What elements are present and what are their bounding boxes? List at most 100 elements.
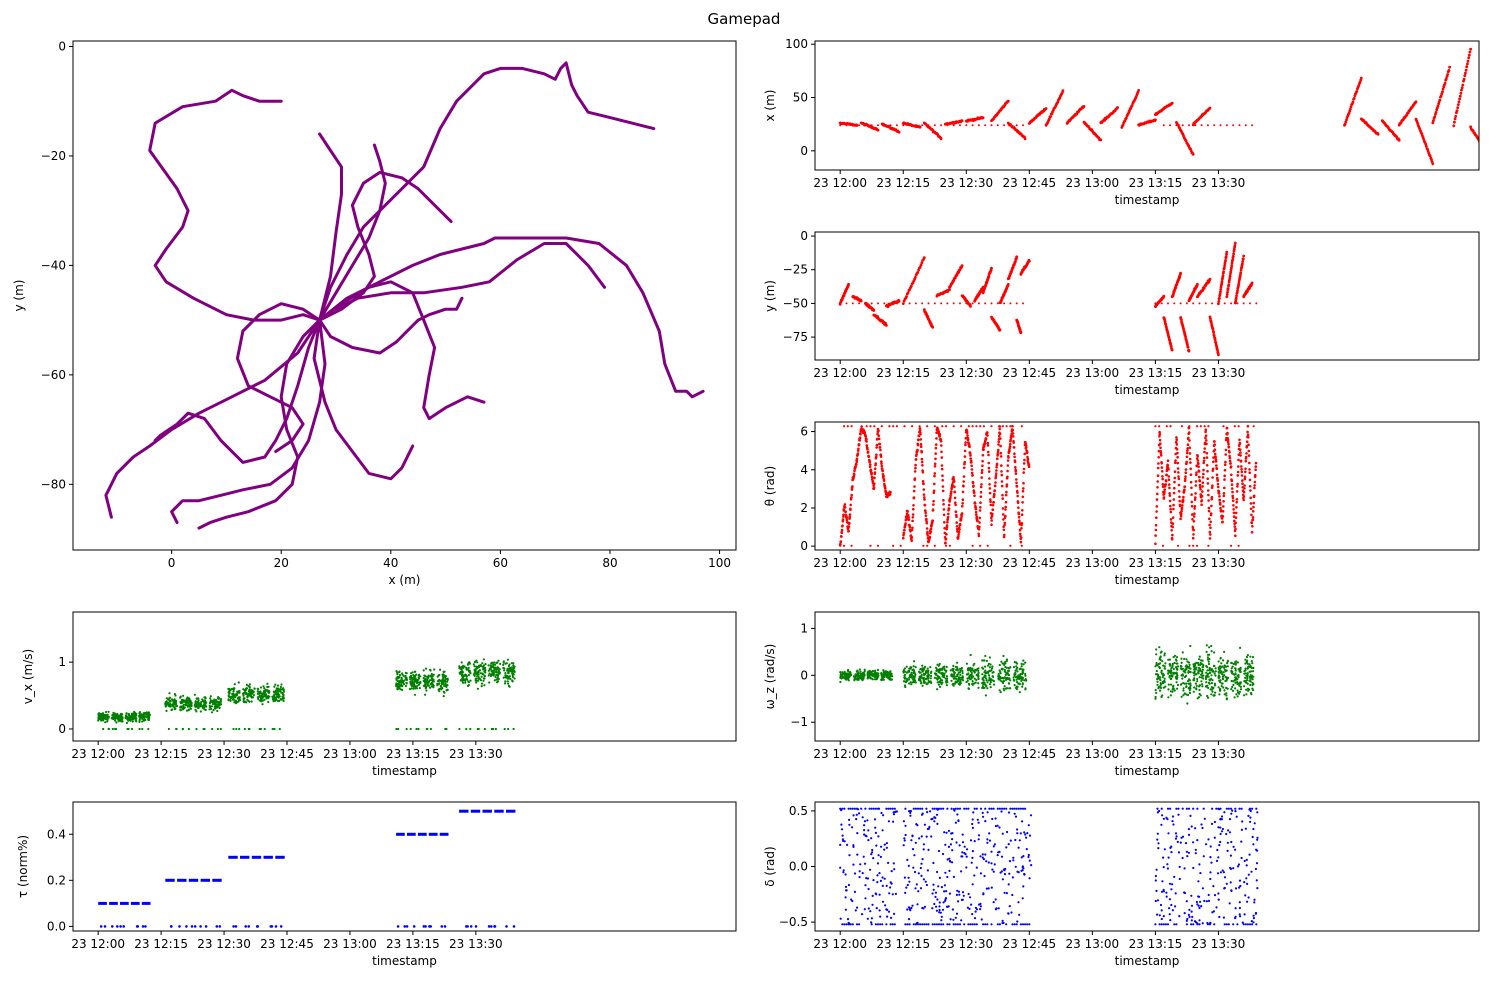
theta-point	[858, 436, 862, 440]
theta-point	[1004, 514, 1007, 518]
vx-point	[200, 700, 203, 704]
vx-point	[513, 677, 516, 680]
vx-point	[212, 702, 215, 705]
vx-point	[415, 679, 418, 682]
pose_y-baseline-dot	[927, 302, 930, 305]
theta-point	[1240, 470, 1244, 474]
vx-point	[437, 680, 440, 683]
vx-point	[460, 668, 463, 671]
theta-point	[844, 510, 847, 513]
theta-point	[938, 435, 941, 438]
theta-point	[1242, 498, 1245, 502]
pose_x-xtick-label: 23 13:15	[1129, 176, 1183, 190]
vx-point	[484, 663, 487, 666]
pose_y-point	[1219, 285, 1223, 289]
vx-point	[398, 670, 401, 673]
theta-point	[1246, 424, 1250, 428]
vx-point	[233, 701, 236, 704]
vx-point	[214, 707, 217, 710]
vx-zero-dot	[477, 727, 480, 731]
pose_y-xtick-label: 23 13:30	[1192, 366, 1246, 380]
theta-point	[865, 438, 868, 441]
vx-point	[495, 673, 498, 677]
omega-point	[922, 679, 926, 682]
vx-zero-dot	[126, 727, 129, 731]
theta-point	[1213, 452, 1217, 456]
theta-point	[1168, 492, 1171, 495]
theta-wrap-dot	[899, 544, 902, 547]
vx-zero-dot	[503, 727, 506, 731]
xy-ytick-label: −60	[41, 368, 66, 382]
pose_x-point	[1137, 89, 1140, 92]
theta-point	[879, 455, 883, 458]
vx-point	[395, 684, 398, 688]
pose_x-point	[1441, 87, 1445, 91]
vx-point	[488, 681, 491, 684]
vx-point	[238, 698, 241, 701]
vx-point	[503, 669, 506, 672]
theta-wrap-dot	[839, 544, 842, 547]
vx-point	[165, 709, 168, 713]
theta-point	[1231, 499, 1235, 503]
vx-point	[227, 687, 230, 691]
vx-point	[426, 680, 429, 684]
theta-point	[970, 471, 974, 475]
theta-point	[1189, 467, 1192, 471]
theta-point	[953, 496, 957, 500]
theta-point	[1197, 462, 1200, 466]
vx-point	[145, 713, 148, 716]
theta-point	[1207, 506, 1211, 510]
vx-point	[489, 664, 492, 667]
theta-point	[1001, 507, 1005, 510]
theta-point	[1172, 491, 1176, 495]
vx-point	[259, 686, 262, 689]
theta-wrap-dot	[911, 425, 914, 428]
theta-wrap-dot	[1158, 425, 1161, 428]
pose_x-xtick-label: 23 13:30	[1192, 176, 1246, 190]
theta-point	[1018, 520, 1021, 524]
pose_y-point	[1225, 295, 1229, 299]
theta-point	[910, 539, 913, 543]
vx-point	[248, 686, 251, 689]
theta-wrap-dot	[990, 425, 993, 428]
vx-point	[267, 691, 270, 694]
theta-point	[1193, 512, 1196, 515]
vx-point	[229, 699, 232, 702]
vx-zero-dot	[167, 727, 170, 731]
theta-point	[1198, 486, 1202, 489]
theta-point	[943, 527, 946, 530]
theta-point	[1216, 482, 1220, 486]
theta-point	[1190, 500, 1194, 504]
theta-point	[1000, 470, 1003, 473]
theta-point	[1246, 430, 1249, 434]
theta-point	[946, 515, 950, 519]
vx-point	[199, 704, 203, 707]
theta-point	[1213, 448, 1217, 452]
vx-xtick-label: 23 12:15	[134, 747, 188, 761]
theta-point	[1185, 460, 1188, 464]
vx-point	[414, 677, 417, 680]
theta-point	[874, 455, 878, 459]
pose_x-baseline-dot	[1022, 124, 1024, 127]
vx-zero-dot	[111, 727, 114, 731]
omega-point	[853, 679, 856, 682]
trajectory-11	[318, 170, 453, 322]
vx-point	[262, 685, 265, 688]
theta-point	[1012, 446, 1016, 449]
theta-point	[942, 499, 945, 502]
pose_y-point	[1226, 290, 1229, 294]
theta-point	[908, 525, 912, 529]
theta-point	[1027, 465, 1031, 469]
theta-point	[1228, 456, 1232, 460]
theta-point	[1004, 505, 1007, 509]
vx-point	[258, 695, 261, 698]
theta-point	[840, 528, 844, 532]
omega-point	[909, 675, 912, 678]
pose_x-baseline-dot	[1244, 124, 1247, 127]
theta-point	[1178, 504, 1182, 508]
omega-point	[927, 679, 930, 682]
theta-point	[1188, 457, 1192, 461]
theta-point	[1194, 496, 1197, 499]
pose_x-point	[1464, 68, 1468, 72]
theta-point	[916, 443, 920, 447]
